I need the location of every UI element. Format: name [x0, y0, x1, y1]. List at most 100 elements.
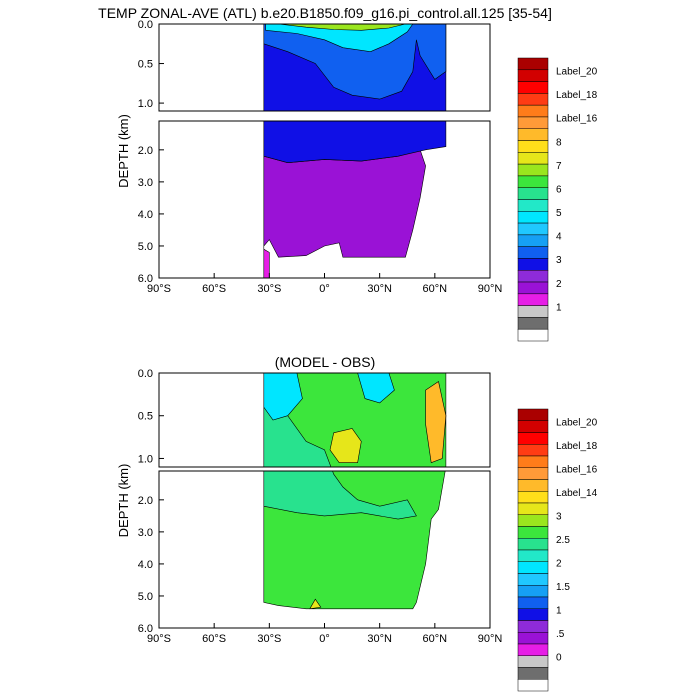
y-tick-label: 0.5 [138, 59, 153, 71]
colorbar-label: Label_20 [556, 67, 598, 78]
colorbar-swatch [517, 491, 549, 504]
colorbar-swatch [517, 258, 549, 271]
colorbar-swatch [517, 81, 549, 94]
colorbar-swatch [517, 246, 549, 259]
plot-frame-upper [158, 372, 491, 468]
y-tick-label: 5.0 [138, 591, 153, 603]
y-axis-label: DEPTH (km) [116, 114, 131, 188]
x-tick-label: 90°N [478, 633, 503, 645]
colorbar-label: 6 [556, 184, 562, 195]
contour-region-orange [425, 381, 447, 464]
contour-region-mid [263, 121, 447, 164]
colorbar-swatch [517, 549, 549, 562]
colorbar-swatch [517, 408, 549, 421]
colorbar-label: Label_18 [556, 441, 598, 452]
colorbar-label: 0 [556, 652, 562, 663]
x-tick-label: 90°S [147, 633, 171, 645]
contour-layer-upper [263, 24, 447, 111]
colorbar-swatch [517, 305, 549, 318]
contour-layer-lower [263, 471, 446, 610]
colorbar-swatch [517, 432, 549, 445]
colorbar-swatch [517, 526, 549, 539]
colorbar-swatch [517, 679, 549, 692]
colorbar-swatch [517, 514, 549, 527]
y-tick-label: 0.0 [138, 368, 153, 380]
x-tick-label: 60°N [423, 633, 448, 645]
colorbar-swatch [517, 163, 549, 177]
colorbar-swatch [517, 293, 549, 306]
x-tick-label: 60°S [202, 633, 226, 645]
colorbar-swatch [517, 596, 549, 609]
colorbar-swatch [517, 69, 549, 82]
x-tick-label: 90°S [147, 283, 171, 295]
colorbar-label: .5 [556, 629, 565, 640]
contour-layer-lower [263, 121, 447, 278]
bottom-panel: (MODEL - OBS) 90°S 60°S 30°S 0° 30°N 60°N 90°N… [116, 354, 598, 692]
colorbar-label: 3 [556, 511, 562, 522]
y-tick-label: 1.0 [138, 98, 153, 110]
y-tick-label: 4.0 [138, 559, 153, 571]
colorbar-swatch [517, 104, 549, 118]
colorbar-label: 7 [556, 161, 562, 172]
contour-region-bottom [263, 248, 270, 278]
x-tick-label: 90°N [478, 283, 503, 295]
colorbar-label: 2 [556, 279, 562, 290]
y-tick-label: 3.0 [138, 527, 153, 539]
y-tick-label: 5.0 [138, 241, 153, 253]
y-tick-label: 6.0 [138, 623, 153, 635]
colorbar-label: 1.5 [556, 582, 570, 593]
colorbar-swatch [517, 667, 549, 680]
colorbar-swatch [517, 93, 549, 106]
colorbar-swatch [517, 175, 549, 188]
colorbar-swatch [517, 479, 549, 492]
colorbar-swatch [517, 328, 549, 342]
contour-region-upper [263, 24, 447, 100]
colorbar-swatch [517, 116, 549, 130]
colorbar-swatch [517, 643, 549, 656]
colorbar-label: 4 [556, 232, 562, 243]
colorbar-swatch [517, 317, 549, 330]
y-tick-label: 3.0 [138, 177, 153, 189]
y-tick-label: 4.0 [138, 209, 153, 221]
y-tick-label: 0.5 [138, 411, 153, 423]
bottom-plot-area: 90°S 60°S 30°S 0° 30°N 60°N 90°N 0.0 0.5 1.0 2.0 3.… [116, 368, 502, 645]
colorbar-label: Label_20 [556, 417, 598, 428]
top-panel: TEMP ZONAL-AVE (ATL) b.e20.B1850.f09_g16… [98, 5, 598, 342]
colorbar-swatch [517, 420, 549, 433]
x-tick-label: 30°N [367, 633, 392, 645]
x-tick-label: 30°N [367, 283, 392, 295]
colorbar-swatch [517, 444, 549, 457]
contour-layer-upper [263, 373, 447, 467]
colorbar-swatch [517, 234, 549, 247]
contour-region-cyan [263, 373, 303, 421]
top-plot-area: 90°S 60°S 30°S 0° 30°N 60°N 90°N 0.0 0.5 1.0 2.0 3.… [116, 19, 502, 295]
top-colorbar: Label_20 Label_18 Label_16 8 7 6 5 4 3 2 1 [517, 57, 598, 342]
colorbar-swatch [517, 270, 549, 283]
contour-region-band [263, 471, 417, 520]
colorbar-swatch [517, 281, 549, 295]
colorbar-swatch [517, 128, 549, 141]
x-tick-label: 0° [319, 633, 330, 645]
y-tick-label: 0.0 [138, 19, 153, 31]
top-panel-title: TEMP ZONAL-AVE (ATL) b.e20.B1850.f09_g16… [98, 5, 552, 21]
colorbar-swatch [517, 187, 549, 200]
colorbar-label: 8 [556, 137, 562, 148]
colorbar-swatch [517, 222, 549, 236]
colorbar-swatch [517, 538, 549, 551]
colorbar-label: 3 [556, 255, 562, 266]
colorbar-swatch [517, 502, 549, 515]
colorbar-label: Label_16 [556, 114, 598, 125]
x-tick-label: 60°S [202, 283, 226, 295]
colorbar-swatch [517, 573, 549, 586]
y-tick-label: 6.0 [138, 273, 153, 285]
colorbar-swatch [517, 608, 549, 621]
y-axis-label: DEPTH (km) [116, 464, 131, 538]
colorbar-swatch [517, 467, 549, 480]
colorbar-label: Label_14 [556, 488, 598, 499]
colorbar-swatch [517, 455, 549, 468]
x-tick-label: 0° [319, 283, 330, 295]
y-tick-label: 2.0 [138, 145, 153, 157]
colorbar-swatch [517, 211, 549, 224]
colorbar-swatch [517, 152, 549, 165]
